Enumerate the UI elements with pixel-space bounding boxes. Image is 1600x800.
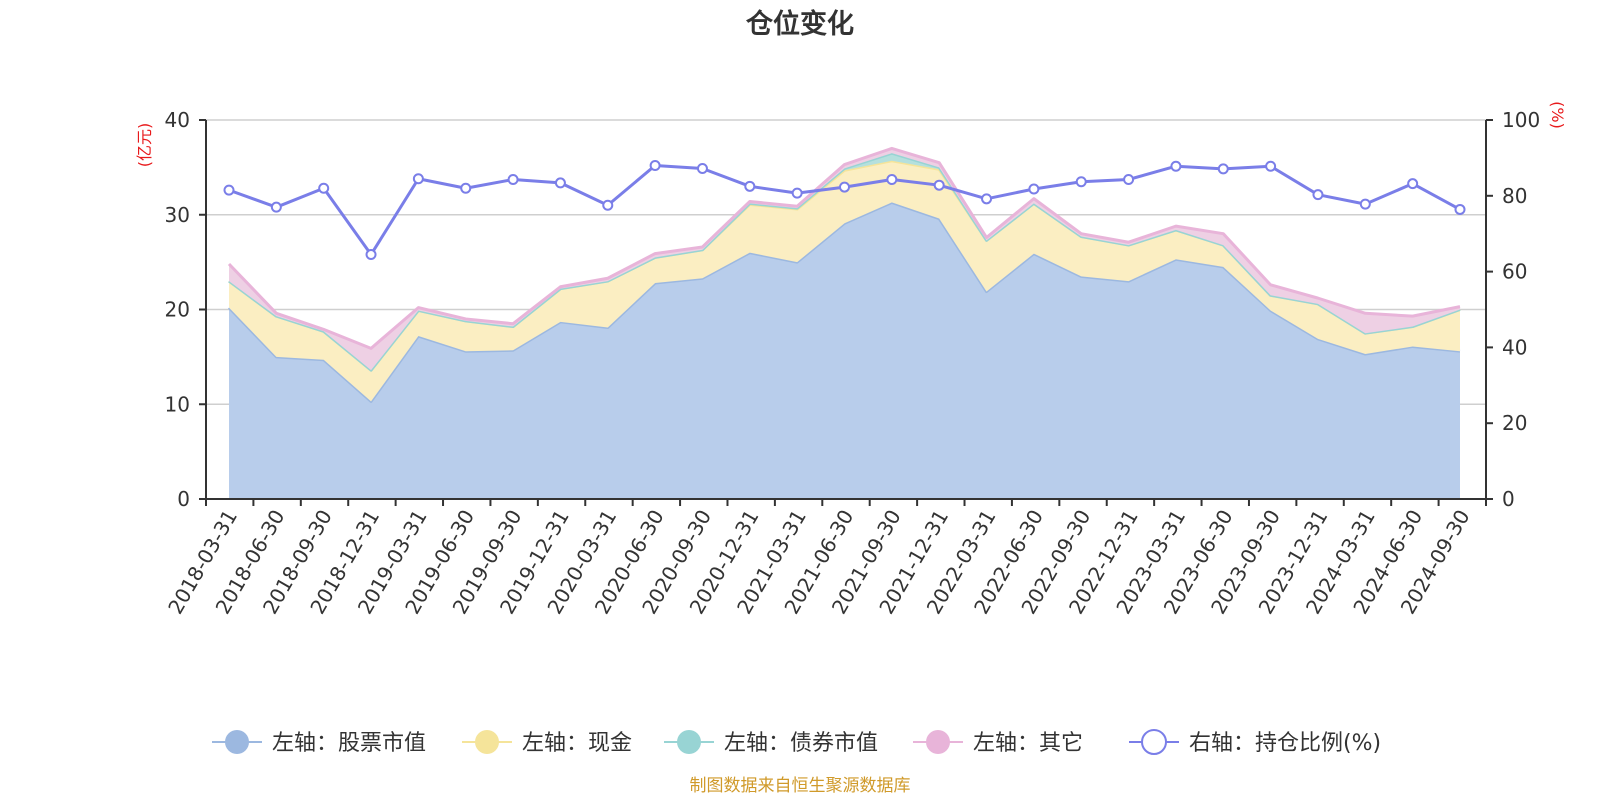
legend-item-2[interactable]: 左轴：债券市值 (664, 730, 878, 756)
left-tick-label: 20 (165, 298, 190, 322)
area-series-1 (229, 160, 1460, 402)
legend-item-3[interactable]: 左轴：其它 (913, 730, 1083, 756)
ratio-point (1359, 198, 1371, 210)
legend-item-4[interactable]: 右轴：持仓比例(%) (1129, 729, 1381, 756)
ratio-point (839, 181, 850, 193)
data-source-note: 制图数据来自恒生聚源数据库 (690, 776, 911, 796)
ratio-point (1407, 178, 1419, 190)
right-tick-label: 60 (1502, 260, 1527, 284)
left-tick-label: 30 (165, 203, 190, 227)
ratio-point (1312, 189, 1324, 201)
legend-marker (1141, 729, 1167, 755)
ratio-point (270, 201, 282, 213)
left-tick-label: 0 (177, 487, 190, 511)
right-axis-unit: (%) (1548, 101, 1567, 129)
ratio-point (696, 163, 708, 175)
ratio-point (1170, 160, 1182, 172)
ratio-point (554, 177, 566, 189)
ratio-point (744, 180, 756, 192)
ratio-point (1028, 183, 1040, 195)
right-tick-label: 40 (1502, 335, 1527, 359)
ratio-point (1123, 174, 1135, 186)
ratio-point (223, 184, 235, 196)
area-series-3 (229, 148, 1460, 371)
legend-item-1[interactable]: 左轴：现金 (462, 730, 632, 756)
ratio-point (318, 182, 330, 194)
legend-label: 右轴：持仓比例(%) (1189, 731, 1381, 756)
ratio-point (1075, 176, 1087, 188)
stacked-areas (227, 146, 1461, 499)
ratio-point (649, 159, 661, 171)
legend-item-0[interactable]: 左轴：股票市值 (212, 730, 426, 756)
chart-title: 仓位变化 (745, 8, 854, 40)
legend-label: 左轴：其它 (973, 731, 1083, 756)
ratio-point (933, 179, 945, 191)
ratio-point (1454, 203, 1466, 215)
ratio-point (1217, 163, 1229, 175)
legend-marker (926, 730, 950, 754)
right-tick-label: 100 (1502, 108, 1540, 132)
ratio-point (791, 187, 803, 199)
area-series-0 (229, 202, 1460, 499)
legend-label: 左轴：债券市值 (724, 731, 878, 756)
area-edge-series-3 (227, 146, 1461, 350)
ratio-point (1265, 160, 1277, 172)
legend-marker (475, 730, 499, 754)
left-axis-unit: (亿元) (135, 123, 154, 168)
left-tick-label: 10 (165, 392, 190, 416)
ratio-line (223, 159, 1466, 261)
legend-marker (225, 730, 249, 754)
right-tick-label: 20 (1502, 411, 1527, 435)
ratio-point (412, 173, 424, 185)
ratio-point (460, 182, 472, 194)
ratio-point (886, 174, 898, 186)
right-tick-label: 0 (1502, 487, 1515, 511)
legend[interactable]: 左轴：股票市值 左轴：现金 左轴：债券市值 左轴：其它 右轴：持仓比例(%) (212, 729, 1381, 756)
ratio-point (981, 193, 993, 205)
right-tick-label: 80 (1502, 184, 1527, 208)
ratio-point (365, 249, 377, 261)
legend-marker (677, 730, 701, 754)
left-tick-label: 40 (165, 108, 190, 132)
legend-label: 左轴：现金 (522, 731, 632, 756)
legend-label: 左轴：股票市值 (272, 731, 426, 756)
ratio-point (602, 199, 614, 211)
ratio-point (507, 174, 519, 186)
